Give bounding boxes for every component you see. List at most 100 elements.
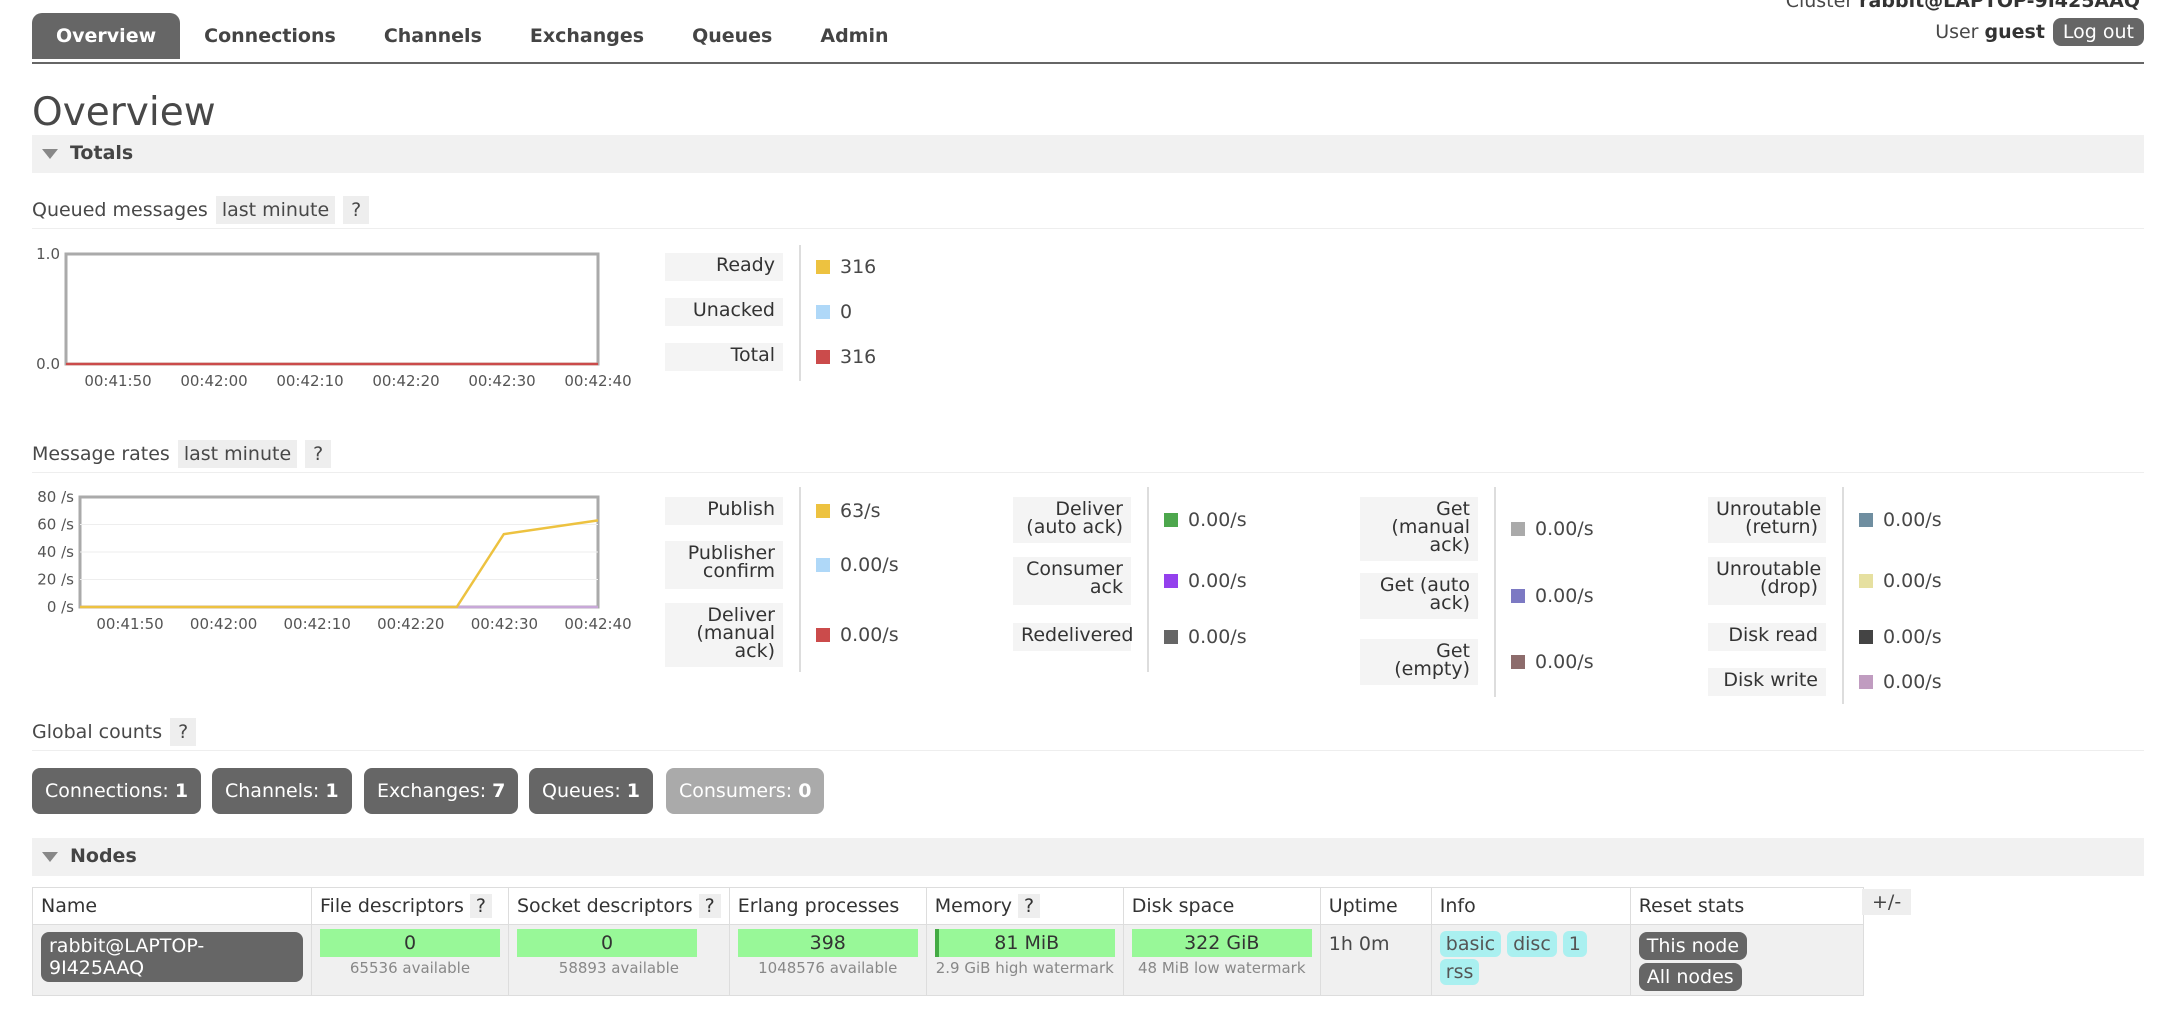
- memory-watermark: 2.9 GiB high watermark: [935, 959, 1114, 977]
- info-cell: basic disc 1 rss: [1430, 924, 1631, 996]
- totals-section-header[interactable]: Totals: [32, 135, 2144, 173]
- rates-legend-item[interactable]: Consumer ack: [1013, 557, 1131, 605]
- nodes-section-header[interactable]: Nodes: [32, 838, 2144, 876]
- rates-legend-item[interactable]: Publish: [665, 497, 783, 525]
- rates-legend-item[interactable]: Get (manual ack): [1360, 497, 1478, 561]
- rates-legend-item[interactable]: Unroutable (return): [1708, 497, 1826, 543]
- y-tick-label: 60 /s: [37, 516, 74, 534]
- message-rates-header: Message rates last minute ?: [32, 436, 2144, 473]
- global-counts-help-button[interactable]: ?: [170, 718, 197, 746]
- y-tick-label: 0.0: [36, 355, 60, 373]
- help-button[interactable]: ?: [698, 894, 721, 918]
- x-tick-label: 00:42:30: [468, 372, 535, 390]
- legend-value: 0.00/s: [1164, 626, 1247, 648]
- legend-swatch-icon: [1859, 630, 1873, 644]
- col-label: Erlang processes: [737, 895, 900, 917]
- rates-legend-item[interactable]: Deliver (manual ack): [665, 603, 783, 667]
- info-tag-basic[interactable]: basic: [1439, 931, 1502, 957]
- node-name-link[interactable]: rabbit@LAPTOP-9I425AAQ: [41, 932, 303, 982]
- rates-legend-item[interactable]: Get (auto ack): [1360, 573, 1478, 619]
- rates-legend-item[interactable]: Get (empty): [1360, 639, 1478, 685]
- connections-count-button[interactable]: Connections: 1: [32, 768, 202, 814]
- rates-legend-item[interactable]: Publisher confirm: [665, 541, 783, 589]
- legend-label: Unacked: [665, 298, 783, 326]
- help-button[interactable]: ?: [1018, 894, 1041, 918]
- reset-this-node-button[interactable]: This node: [1638, 932, 1748, 960]
- legend-value: 0.00/s: [1164, 509, 1247, 531]
- rates-range-selector[interactable]: last minute: [177, 440, 298, 468]
- queued-legend-item[interactable]: Total: [665, 343, 783, 371]
- uptime-value: 1h 0m: [1328, 933, 1390, 955]
- x-tick-label: 00:42:10: [284, 615, 351, 633]
- col-label: Info: [1439, 895, 1476, 917]
- page-title: Overview: [32, 90, 216, 135]
- tab-exchanges[interactable]: Exchanges: [529, 25, 645, 47]
- legend-label: Deliver (manual ack): [665, 603, 783, 667]
- columns-toggle-button[interactable]: +/-: [1862, 889, 1912, 915]
- rates-legend-item[interactable]: Disk write: [1708, 668, 1826, 696]
- col-label: Uptime: [1328, 895, 1398, 917]
- queued-range-selector[interactable]: last minute: [215, 196, 336, 224]
- rates-legend-item[interactable]: Disk read: [1708, 623, 1826, 651]
- legend-swatch-icon: [816, 350, 830, 364]
- col-label: Name: [41, 895, 98, 917]
- legend-separator: [1494, 487, 1496, 697]
- legend-swatch-icon: [1164, 574, 1178, 588]
- queued-help-button[interactable]: ?: [343, 196, 370, 224]
- legend-value-text: 0: [840, 301, 853, 323]
- queued-messages-label: Queued messages: [32, 199, 208, 221]
- series-line: [80, 519, 599, 609]
- rates-help-button[interactable]: ?: [305, 440, 332, 468]
- legend-value-text: 0.00/s: [840, 624, 899, 646]
- info-tag-disc[interactable]: disc: [1507, 931, 1557, 957]
- legend-label: Unroutable (drop): [1708, 557, 1826, 605]
- info-tag-count[interactable]: 1: [1562, 931, 1587, 957]
- disk-space-cell: 322 GiB 48 MiB low watermark: [1122, 924, 1321, 996]
- channels-count-button[interactable]: Channels: 1: [212, 768, 352, 814]
- queues-count-button[interactable]: Queues: 1: [529, 768, 653, 814]
- x-tick-label: 00:41:50: [84, 372, 151, 390]
- col-label: Socket descriptors: [517, 895, 693, 917]
- consumers-count-button[interactable]: Consumers: 0: [666, 768, 825, 814]
- socket-descriptors-available: 58893 available: [558, 959, 679, 977]
- queued-legend-item[interactable]: Unacked: [665, 298, 783, 326]
- x-tick-label: 00:42:40: [564, 615, 631, 633]
- queued-legend-item[interactable]: Ready: [665, 253, 783, 281]
- col-uptime: Uptime: [1319, 887, 1432, 925]
- tab-channels[interactable]: Channels: [383, 25, 482, 47]
- rates-legend-item[interactable]: Deliver (auto ack): [1013, 497, 1131, 543]
- x-tick-label: 00:42:00: [190, 615, 257, 633]
- reset-all-nodes-button[interactable]: All nodes: [1638, 963, 1742, 991]
- help-button[interactable]: ?: [469, 894, 492, 918]
- count-label: Channels:: [225, 780, 320, 802]
- exchanges-count-button[interactable]: Exchanges: 7: [364, 768, 519, 814]
- rates-legend-item[interactable]: Unroutable (drop): [1708, 557, 1826, 605]
- tab-connections[interactable]: Connections: [204, 25, 336, 47]
- col-socket-descriptors: Socket descriptors?: [508, 887, 730, 925]
- file-descriptors-bar: 0: [320, 929, 500, 957]
- y-tick-label: 0 /s: [47, 598, 74, 616]
- legend-separator: [799, 245, 801, 381]
- tab-admin[interactable]: Admin: [820, 25, 889, 47]
- x-tick-label: 00:42:20: [372, 372, 439, 390]
- erlang-processes-available: 1048576 available: [758, 959, 898, 977]
- plot-frame: [64, 252, 600, 366]
- socket-descriptors-cell: 0 58893 available: [508, 924, 730, 996]
- info-tag-rss[interactable]: rss: [1439, 959, 1480, 985]
- count-value: 7: [492, 780, 506, 802]
- disk-space-bar: 322 GiB: [1131, 929, 1312, 957]
- collapse-triangle-icon: [42, 149, 58, 159]
- file-descriptors-cell: 0 65536 available: [311, 924, 509, 996]
- x-tick-label: 00:42:20: [377, 615, 444, 633]
- legend-value-text: 316: [840, 346, 877, 368]
- nodes-table: Name File descriptors? Socket descriptor…: [32, 887, 1864, 996]
- disk-watermark: 48 MiB low watermark: [1137, 959, 1306, 977]
- tab-overview[interactable]: Overview: [32, 13, 181, 59]
- rates-legend-item[interactable]: Redelivered: [1013, 623, 1133, 651]
- legend-swatch-icon: [816, 504, 830, 518]
- tab-queues[interactable]: Queues: [692, 25, 773, 47]
- legend-value-text: 0.00/s: [840, 554, 899, 576]
- logout-button[interactable]: Log out: [2052, 18, 2144, 46]
- node-name-cell: rabbit@LAPTOP-9I425AAQ: [32, 924, 312, 996]
- col-name: Name: [32, 887, 312, 925]
